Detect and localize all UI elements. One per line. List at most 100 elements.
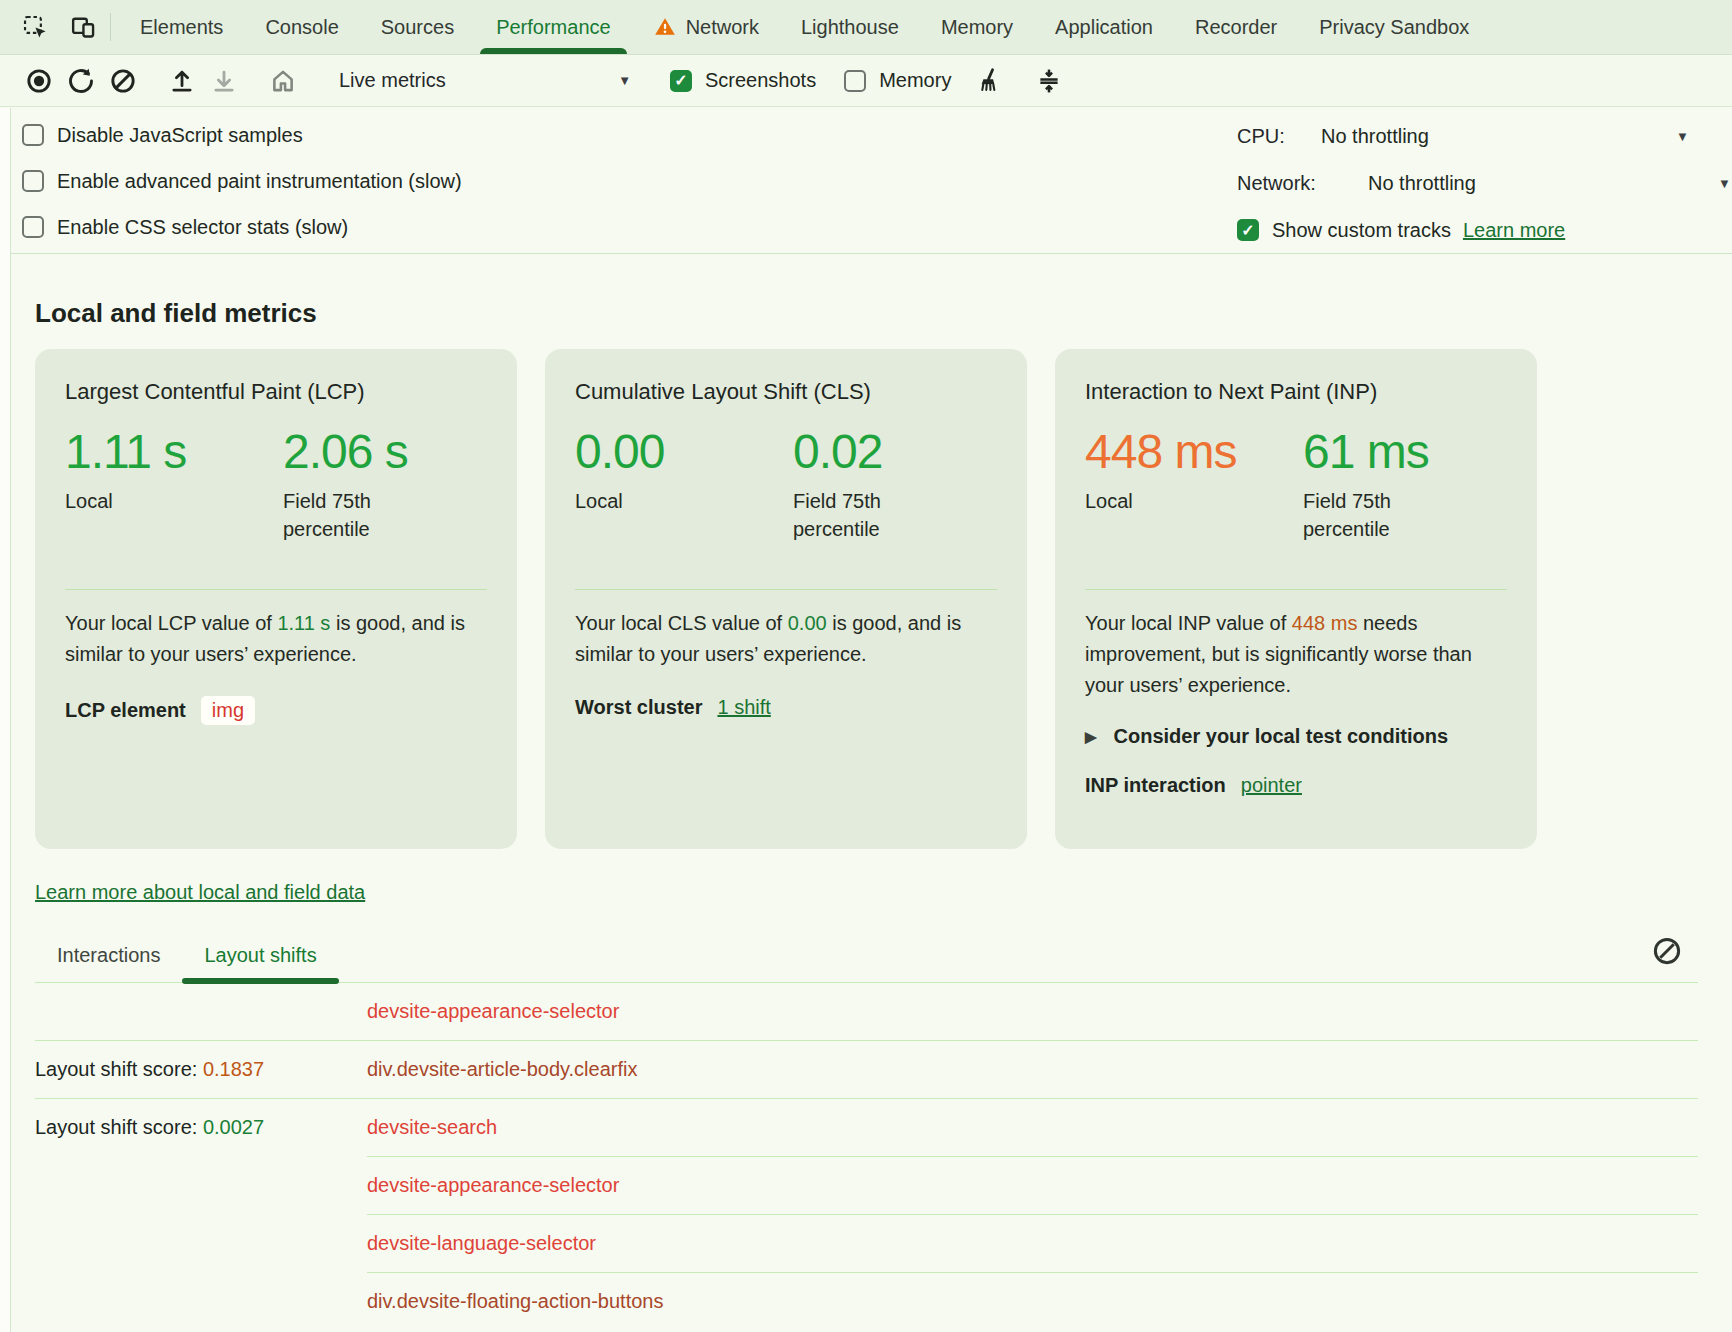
selected-tab-underline xyxy=(480,48,627,54)
shift-element-link[interactable]: devsite-search xyxy=(367,1116,497,1139)
layout-shift-row[interactable]: Layout shift score: 0.1837 div.devsite-a… xyxy=(35,1041,1732,1098)
device-toolbar-icon[interactable] xyxy=(64,8,102,46)
network-throttling-row: Network: No throttling xyxy=(1237,160,1476,206)
tab-sources[interactable]: Sources xyxy=(360,0,475,54)
custom-tracks-learn-more-link[interactable]: Learn more xyxy=(1463,219,1565,242)
field-data-learn-more-link[interactable]: Learn more about local and field data xyxy=(35,881,365,904)
cls-local-value: 0.00 xyxy=(575,425,793,479)
collapse-tracks-icon[interactable] xyxy=(1028,60,1070,102)
shift-score-value: 0.1837 xyxy=(203,1058,264,1080)
tab-privacy-sandbox[interactable]: Privacy Sandbox xyxy=(1298,0,1490,54)
tab-layout-shifts[interactable]: Layout shifts xyxy=(182,944,338,982)
divider xyxy=(110,13,111,41)
layout-shift-row[interactable]: Layout shift score: 0.0027 devsite-searc… xyxy=(35,1099,1732,1156)
clear-log-icon[interactable] xyxy=(1652,936,1682,966)
lcp-local-value: 1.11 s xyxy=(65,425,283,479)
inp-description: Your local INP value of 448 ms needs imp… xyxy=(1085,608,1507,701)
tab-memory[interactable]: Memory xyxy=(920,0,1034,54)
shift-element-link[interactable]: devsite-appearance-selector xyxy=(367,1000,619,1023)
garbage-collect-broom-icon[interactable] xyxy=(969,60,1011,102)
lcp-local-label: Local xyxy=(65,487,220,515)
cpu-chevron-down-icon[interactable]: ▼ xyxy=(1676,113,1689,159)
screenshots-checkbox[interactable]: ✓ Screenshots xyxy=(670,69,816,92)
reload-record-icon[interactable] xyxy=(60,60,102,102)
inp-interaction-row: INP interaction pointer xyxy=(1085,774,1507,797)
checkbox-unchecked-icon xyxy=(22,124,44,146)
checkbox-unchecked-icon xyxy=(22,216,44,238)
inp-values: 448 ms Local 61 ms Field 75th percentile xyxy=(1085,425,1507,589)
cls-inline-value: 0.00 xyxy=(788,612,827,634)
cls-worst-cluster-row: Worst cluster 1 shift xyxy=(575,696,997,719)
selected-tab-underline xyxy=(182,978,338,984)
performance-toolbar: Live metrics ▼ ✓ Screenshots Memory xyxy=(0,55,1732,107)
tab-network[interactable]: Network xyxy=(632,0,780,54)
shift-score-value: 0.0027 xyxy=(203,1116,264,1138)
tab-console[interactable]: Console xyxy=(244,0,359,54)
cpu-throttling-select[interactable]: No throttling xyxy=(1321,125,1429,148)
lcp-element-row: LCP element img xyxy=(65,696,487,725)
cpu-throttling-row: CPU: No throttling xyxy=(1237,113,1429,159)
network-throttling-select[interactable]: No throttling xyxy=(1368,172,1476,195)
load-profile-icon[interactable] xyxy=(161,60,203,102)
checkbox-checked-icon: ✓ xyxy=(1237,219,1259,241)
cls-field-label: Field 75th percentile xyxy=(793,487,948,543)
cls-description: Your local CLS value of 0.00 is good, an… xyxy=(575,608,997,670)
shift-element-link[interactable]: div.devsite-article-body.clearfix xyxy=(367,1058,637,1081)
inp-field-value: 61 ms xyxy=(1303,425,1507,479)
lcp-card: Largest Contentful Paint (LCP) 1.11 s Lo… xyxy=(35,349,517,849)
layout-shift-row[interactable]: devsite-appearance-selector xyxy=(35,983,1732,1040)
shift-element-link[interactable]: div.devsite-floating-action-buttons xyxy=(367,1290,663,1313)
tab-interactions[interactable]: Interactions xyxy=(35,944,182,982)
inp-card-title: Interaction to Next Paint (INP) xyxy=(1085,379,1507,405)
save-profile-icon[interactable] xyxy=(203,60,245,102)
worst-cluster-label: Worst cluster xyxy=(575,696,702,719)
card-divider xyxy=(1085,589,1507,590)
cpu-label: CPU: xyxy=(1237,125,1321,148)
local-test-conditions-disclosure[interactable]: ▶ Consider your local test conditions xyxy=(1085,725,1507,748)
inspect-element-icon[interactable] xyxy=(16,8,54,46)
show-custom-tracks-checkbox[interactable]: ✓ Show custom tracks xyxy=(1237,219,1451,242)
cls-card: Cumulative Layout Shift (CLS) 0.00 Local… xyxy=(545,349,1027,849)
shift-element-link[interactable]: devsite-language-selector xyxy=(367,1232,596,1255)
css-selector-stats-checkbox[interactable]: Enable CSS selector stats (slow) xyxy=(22,204,462,250)
tab-recorder[interactable]: Recorder xyxy=(1174,0,1298,54)
inp-interaction-link[interactable]: pointer xyxy=(1241,774,1302,797)
tab-elements[interactable]: Elements xyxy=(119,0,244,54)
lcp-field-value: 2.06 s xyxy=(283,425,487,479)
checkbox-unchecked-icon xyxy=(22,170,44,192)
disable-js-samples-checkbox[interactable]: Disable JavaScript samples xyxy=(22,112,462,158)
layout-shift-row[interactable]: devsite-language-selector xyxy=(35,1215,1732,1272)
panel-mode-dropdown[interactable]: Live metrics ▼ xyxy=(339,69,631,92)
cls-local-label: Local xyxy=(575,487,730,515)
layout-shift-row[interactable]: div.devsite-floating-action-buttons xyxy=(35,1273,1732,1330)
worst-cluster-link[interactable]: 1 shift xyxy=(717,696,770,719)
tab-performance[interactable]: Performance xyxy=(475,0,632,54)
log-tabs: Interactions Layout shifts xyxy=(35,926,1732,982)
memory-checkbox[interactable]: Memory xyxy=(844,69,951,92)
advanced-paint-instrumentation-checkbox[interactable]: Enable advanced paint instrumentation (s… xyxy=(22,158,462,204)
layout-shift-row[interactable]: devsite-appearance-selector xyxy=(35,1157,1732,1214)
cls-values: 0.00 Local 0.02 Field 75th percentile xyxy=(575,425,997,589)
tab-lighthouse[interactable]: Lighthouse xyxy=(780,0,920,54)
capture-options: Disable JavaScript samples Enable advanc… xyxy=(0,107,1732,254)
capture-checkbox-list: Disable JavaScript samples Enable advanc… xyxy=(22,112,462,250)
checkbox-unchecked-icon xyxy=(844,70,866,92)
inp-local-value: 448 ms xyxy=(1085,425,1303,479)
record-icon[interactable] xyxy=(18,60,60,102)
disclosure-triangle-icon: ▶ xyxy=(1085,728,1097,746)
shift-element-link[interactable]: devsite-appearance-selector xyxy=(367,1174,619,1197)
panel-mode-label: Live metrics xyxy=(339,69,446,92)
card-divider xyxy=(575,589,997,590)
inp-local-label: Local xyxy=(1085,487,1240,515)
clear-icon[interactable] xyxy=(102,60,144,102)
inp-interaction-label: INP interaction xyxy=(1085,774,1226,797)
home-icon[interactable] xyxy=(262,60,304,102)
cls-field-value: 0.02 xyxy=(793,425,997,479)
tab-bar-icons xyxy=(0,0,102,54)
lcp-element-node-link[interactable]: img xyxy=(201,696,255,725)
cls-card-title: Cumulative Layout Shift (CLS) xyxy=(575,379,997,405)
network-chevron-down-icon[interactable]: ▼ xyxy=(1718,160,1731,206)
card-divider xyxy=(65,589,487,590)
tab-application[interactable]: Application xyxy=(1034,0,1174,54)
chevron-down-icon: ▼ xyxy=(618,74,631,87)
